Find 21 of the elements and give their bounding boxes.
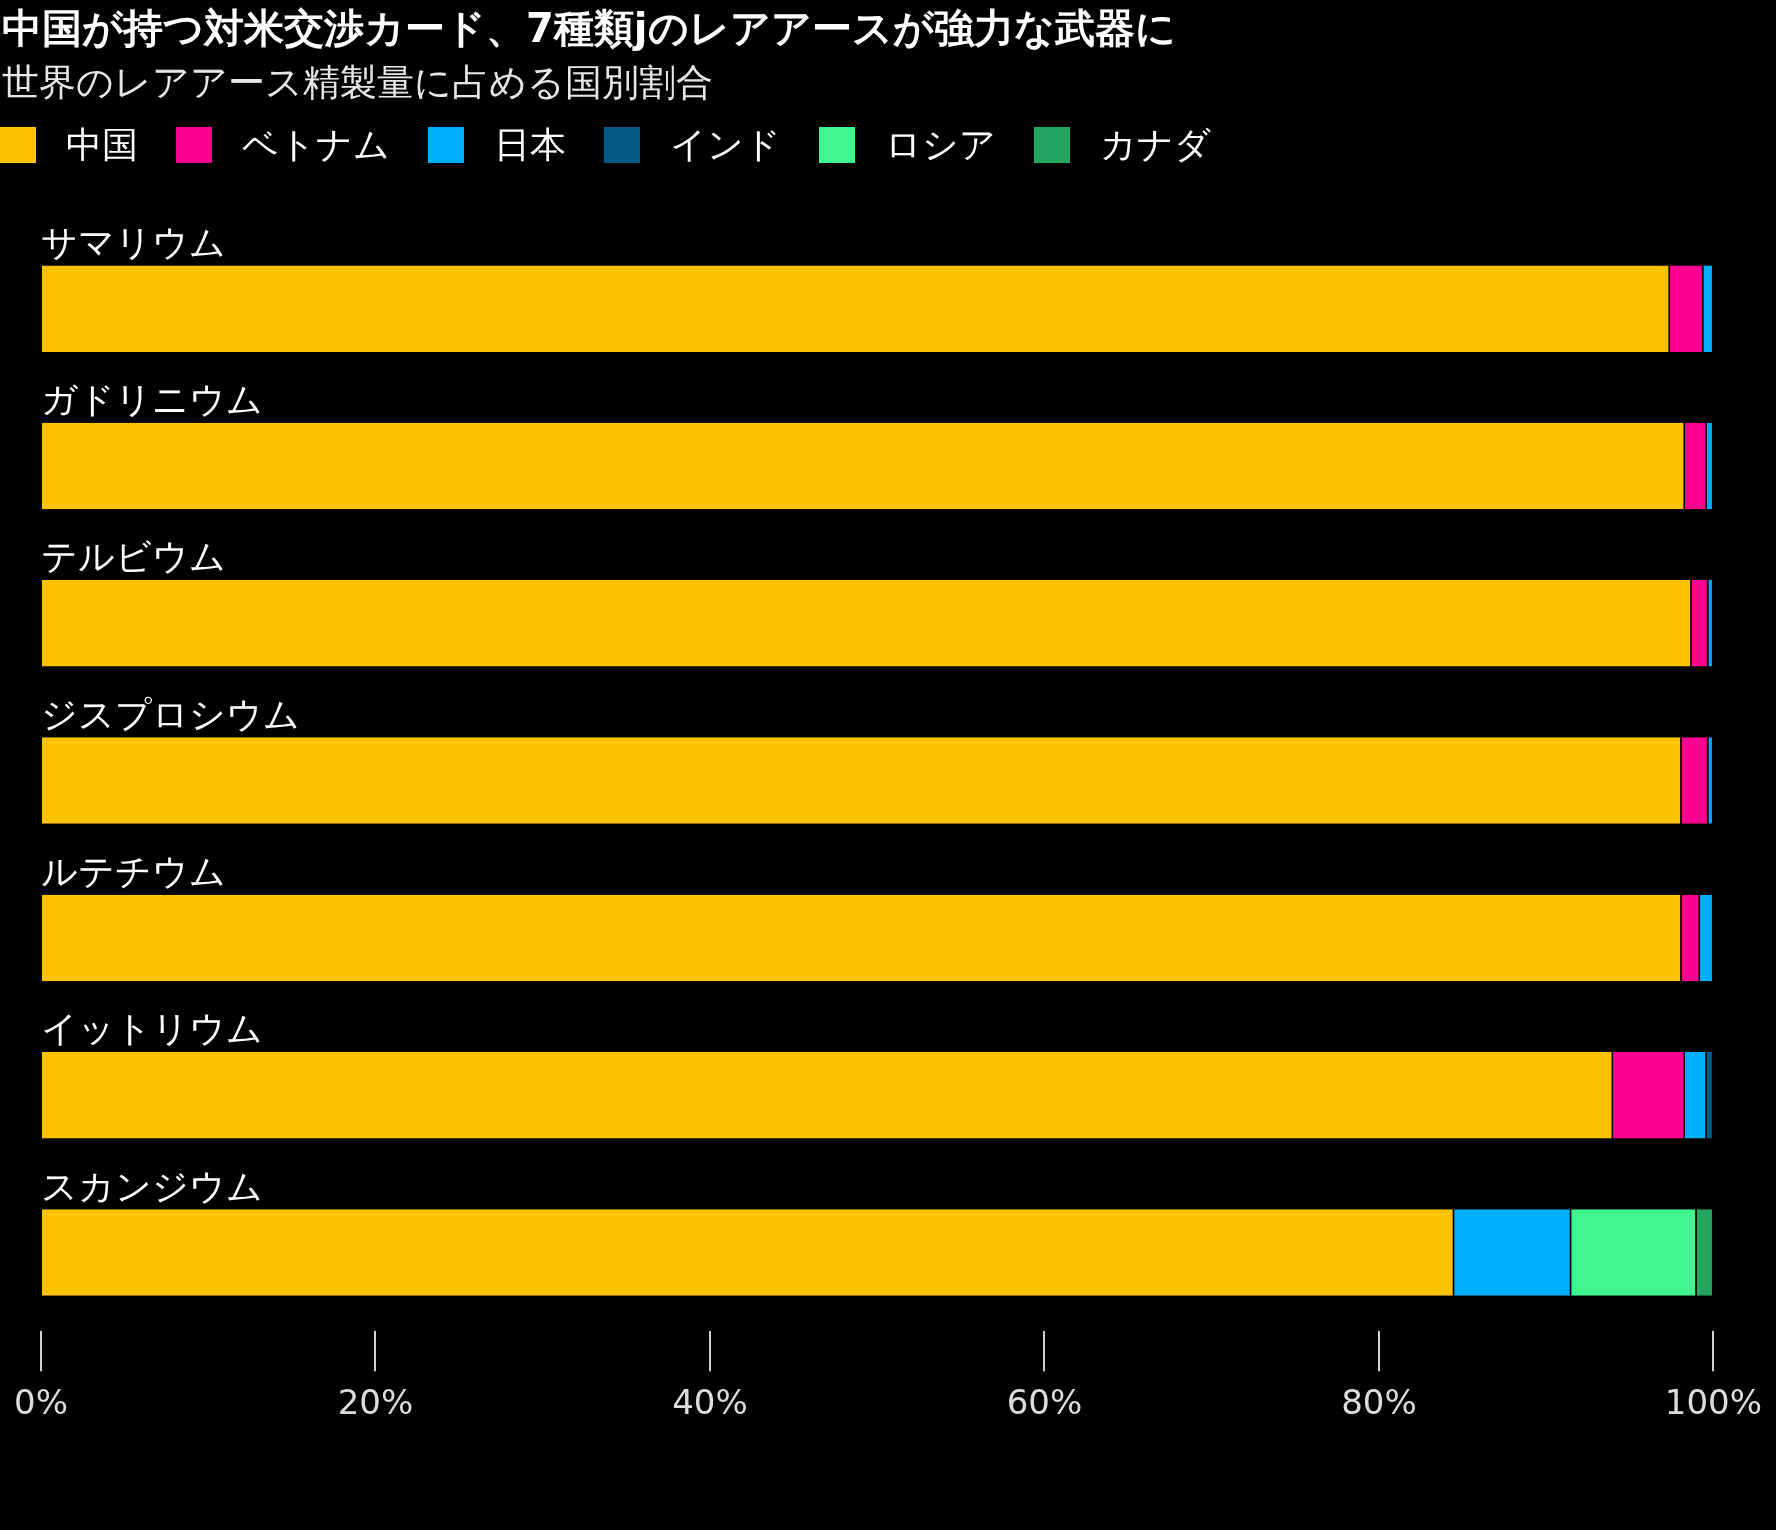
chart-subtitle: 世界のレアアース精製量に占める国別割合: [1, 60, 714, 106]
y-tick-label: テルビウム: [40, 536, 226, 578]
legend-label: ロシア: [885, 122, 996, 167]
legend-label: ベトナム: [242, 122, 390, 167]
y-tick-label: ガドリニウム: [40, 379, 263, 421]
x-tick-label: 0%: [13, 1382, 68, 1423]
x-tick-label: 40%: [672, 1382, 748, 1423]
chart-title: 中国が持つ対米交渉カード、7種類jのレアアースが強力な武器に: [1, 4, 1177, 53]
x-tick-label: 60%: [1006, 1382, 1083, 1423]
legend-label: インド: [670, 122, 781, 167]
x-tick-label: 100%: [1664, 1382, 1762, 1423]
legend-label: カナダ: [1100, 122, 1211, 167]
legend-label: 中国: [66, 122, 138, 167]
y-tick-label: スカンジウム: [40, 1165, 263, 1207]
y-tick-label: イットリウム: [40, 1008, 263, 1050]
x-tick-label: 20%: [337, 1382, 414, 1423]
x-tick-label: 80%: [1341, 1382, 1417, 1423]
y-tick-label: サマリウム: [40, 221, 226, 263]
legend-label: 日本: [494, 122, 566, 167]
y-tick-label: ルテチウム: [40, 851, 226, 893]
y-tick-label: ジスプロシウム: [40, 693, 300, 735]
